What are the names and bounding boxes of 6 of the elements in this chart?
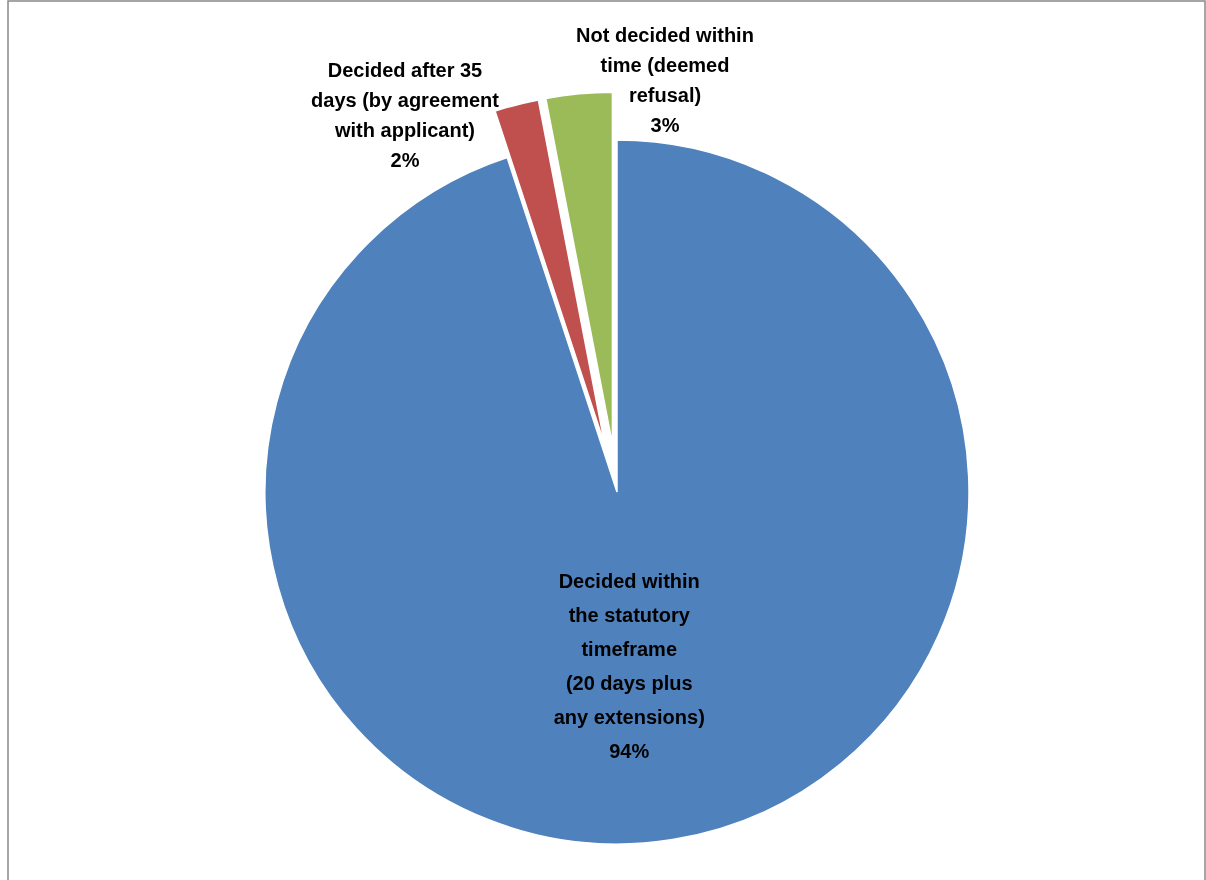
slice-label: Decided after 35 days (by agreement with applicant) — [311, 59, 500, 141]
data-label: 2% — [390, 149, 420, 171]
data-label: 94% — [609, 740, 650, 763]
slice-label: Decided within the statutory timeframe (20 days plus any extensions) — [553, 570, 705, 729]
data-label: 3% — [650, 114, 680, 136]
slice-label: Not decided within time (deemed refusal) — [576, 24, 754, 106]
